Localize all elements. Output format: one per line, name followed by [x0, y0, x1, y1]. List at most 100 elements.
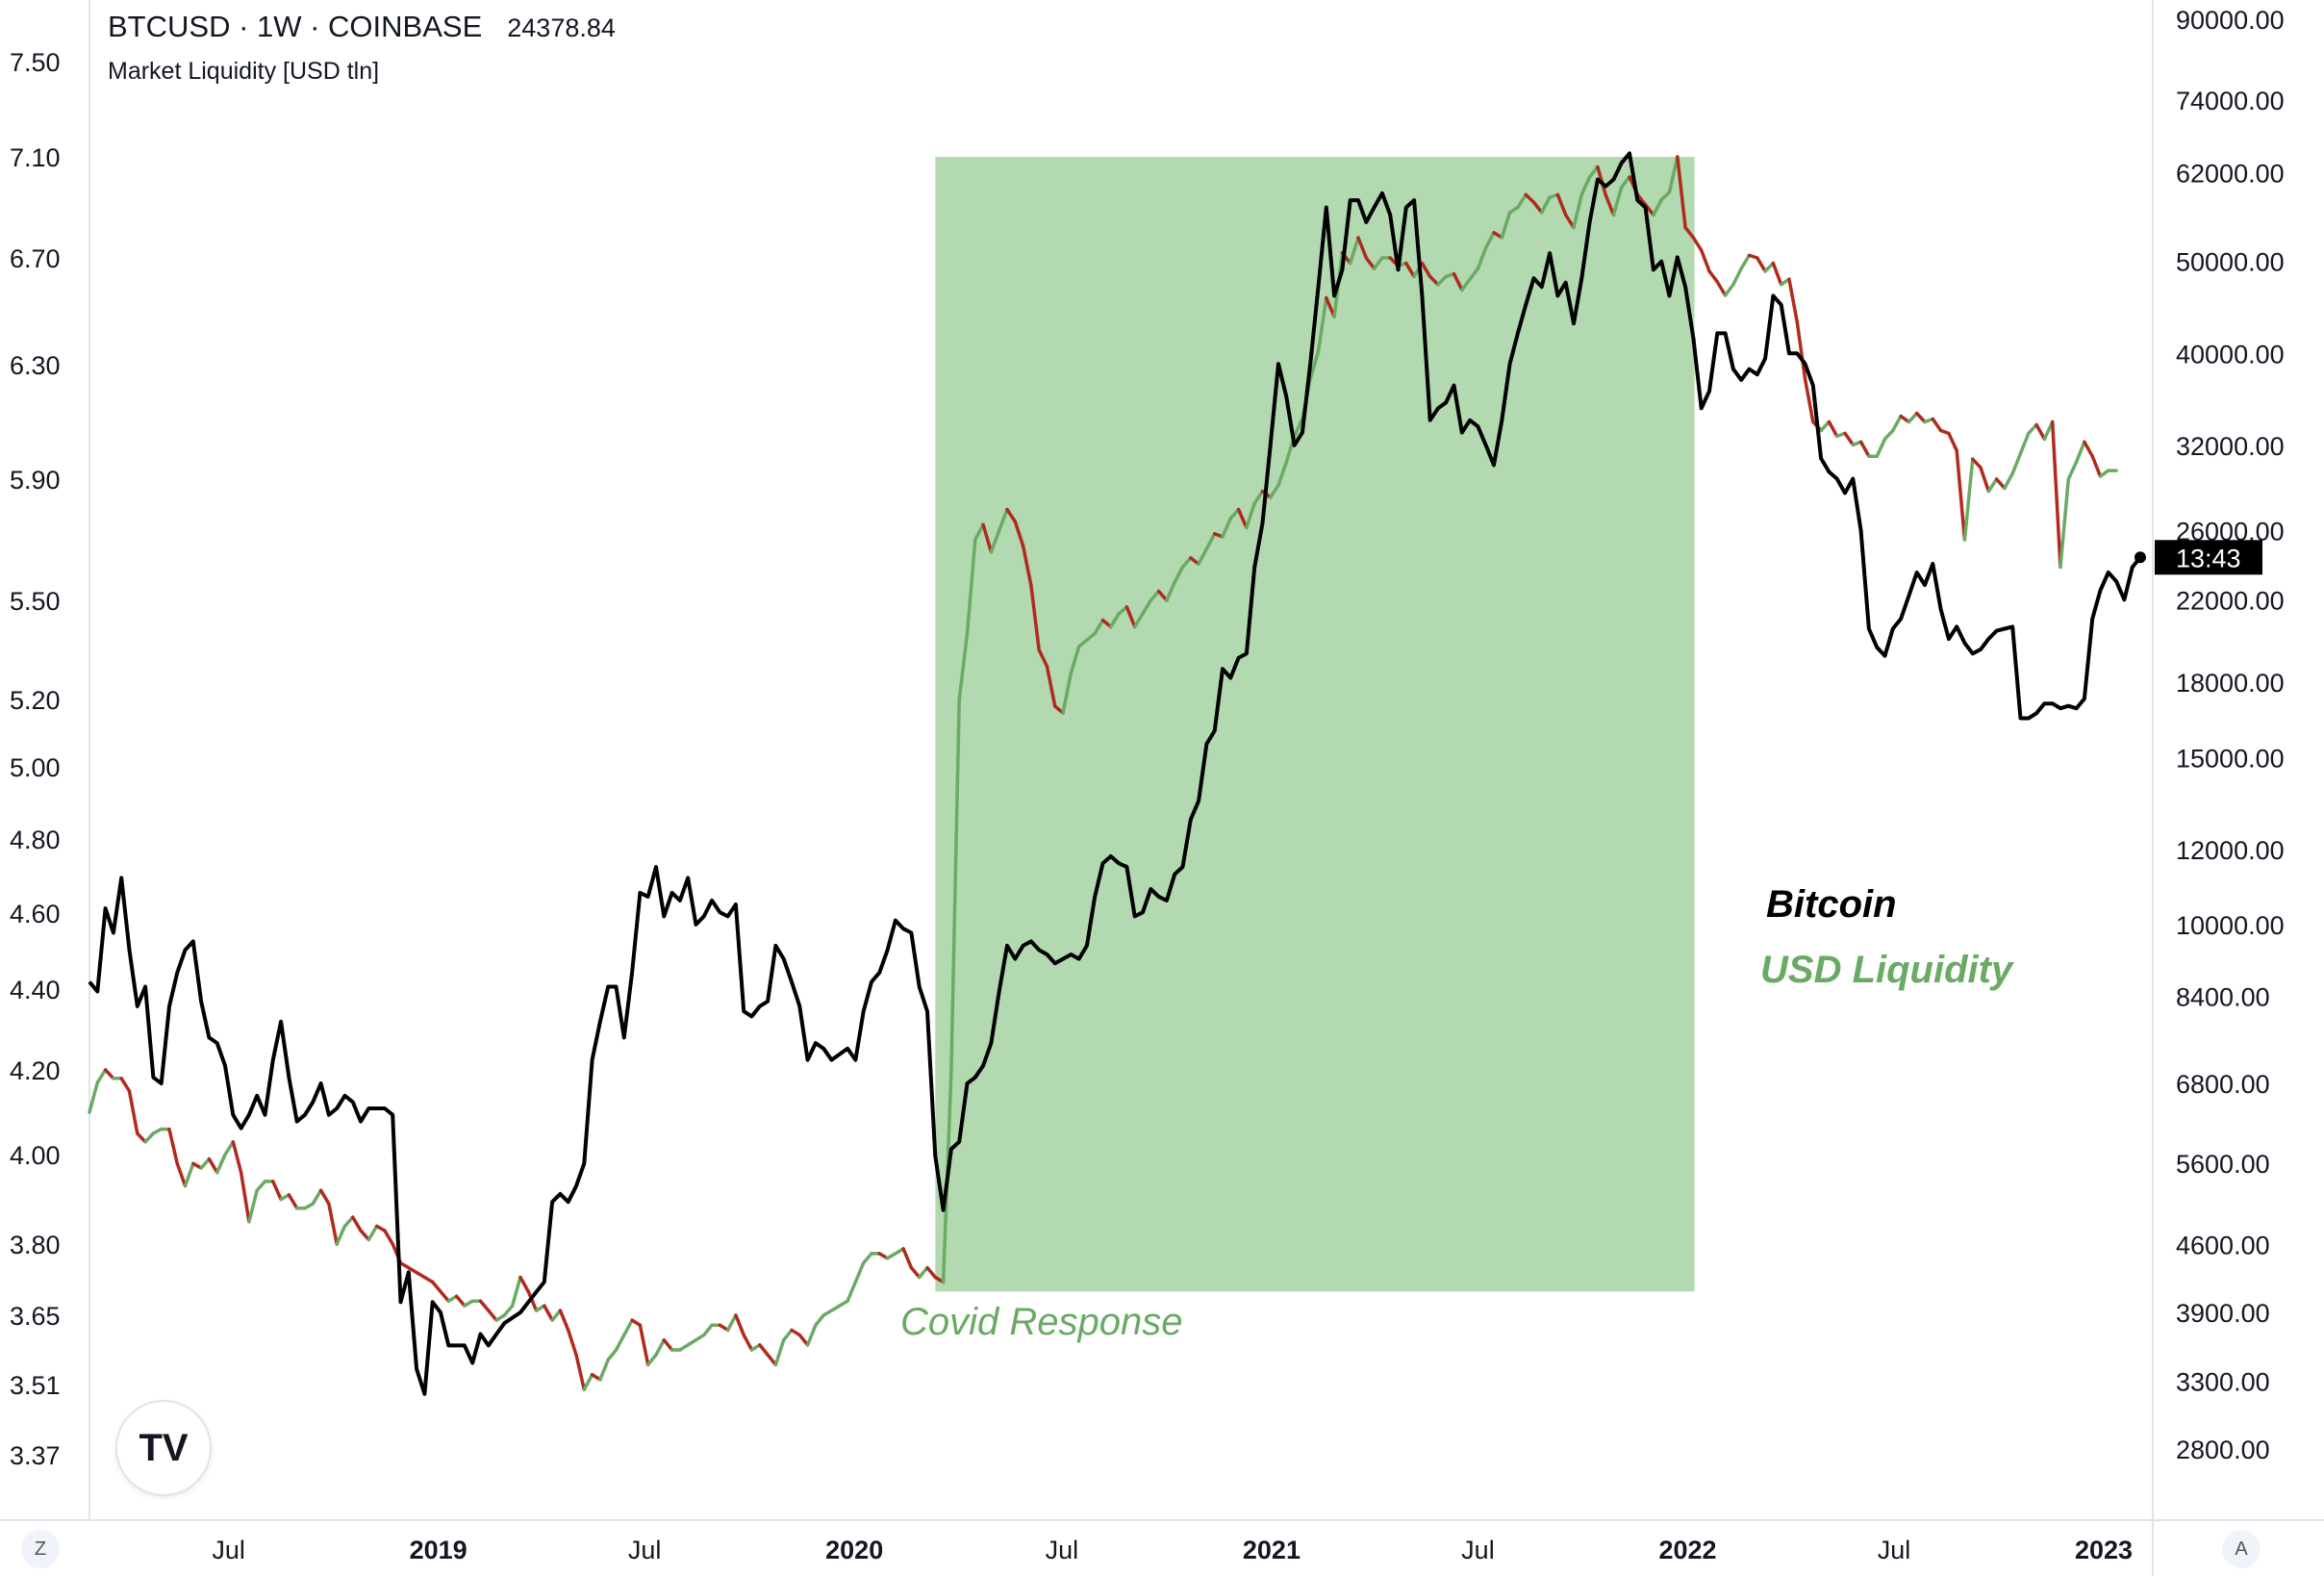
usd-liquidity-segment — [1404, 261, 1416, 279]
right-axis-tick-label: 22000.00 — [2176, 586, 2285, 615]
left-axis-tick-label: 4.20 — [10, 1056, 61, 1085]
symbol-info[interactable]: BTCUSD · 1W · COINBASE — [108, 10, 483, 43]
chart-legend[interactable]: BTCUSD · 1W · COINBASE 24378.84 Market Li… — [108, 10, 616, 86]
usd-liquidity-segment — [1173, 565, 1185, 584]
usd-liquidity-segment — [797, 1333, 810, 1347]
covid-response-region — [935, 157, 1695, 1292]
usd-liquidity-segment — [734, 1313, 745, 1337]
usd-liquidity-segment — [925, 1265, 938, 1280]
usd-liquidity-segment — [1268, 483, 1280, 499]
usd-liquidity-segment — [1427, 274, 1440, 287]
usd-liquidity-segment — [478, 1299, 491, 1312]
usd-liquidity-segment — [1579, 175, 1592, 197]
right-axis-tick-label: 74000.00 — [2176, 87, 2285, 115]
usd-liquidity-segment — [1149, 589, 1161, 602]
time-axis-tick-label: Jul — [1461, 1536, 1495, 1564]
usd-liquidity-segment — [981, 522, 994, 554]
symbol-legend-row[interactable]: BTCUSD · 1W · COINBASE 24378.84 — [108, 10, 616, 44]
last-price-value: 24378.84 — [507, 13, 616, 42]
usd-liquidity-segment — [1756, 256, 1767, 273]
left-axis-tick-label: 7.50 — [10, 48, 61, 77]
time-axis[interactable]: Jul 2019 Jul 2020 Jul 2021 Jul 2022 Jul 2023 — [212, 1536, 2133, 1564]
usd-liquidity-segment — [1476, 245, 1488, 270]
usd-liquidity-segment — [1795, 319, 1807, 381]
right-axis-tick-label: 62000.00 — [2176, 160, 2285, 189]
usd-liquidity-segment — [1587, 165, 1600, 179]
usd-liquidity-segment — [1540, 195, 1552, 215]
usd-liquidity-segment — [957, 631, 970, 701]
usd-liquidity-segment — [1460, 277, 1472, 292]
usd-liquidity-segment — [183, 1161, 195, 1188]
usd-liquidity-segment — [805, 1323, 818, 1347]
usd-liquidity-segment — [1731, 267, 1743, 287]
time-axis-tick-label: 2020 — [825, 1536, 883, 1564]
right-axis-tick-label: 12000.00 — [2176, 836, 2285, 865]
usd-liquidity-segment — [1124, 605, 1137, 629]
usd-liquidity-segment — [662, 1337, 674, 1352]
usd-liquidity-segment — [781, 1328, 794, 1342]
price-badge-text: 13:43 — [2176, 544, 2241, 572]
time-axis-tick-label: 2023 — [2075, 1536, 2133, 1564]
time-axis-tick-label: Jul — [212, 1536, 245, 1564]
usd-liquidity-segment — [2083, 440, 2094, 458]
usd-liquidity-segment — [1691, 236, 1704, 252]
highlight-layer — [935, 157, 1695, 1292]
usd-liquidity-segment — [1962, 457, 1975, 542]
tradingview-logo-icon[interactable]: TV — [115, 1400, 212, 1496]
usd-liquidity-segment — [1483, 231, 1496, 250]
usd-liquidity-segment — [1069, 645, 1081, 675]
usd-liquidity-segment — [199, 1157, 212, 1170]
usd-liquidity-segment — [1891, 414, 1903, 433]
left-axis-tick-label: 5.20 — [10, 686, 61, 715]
bitcoin-line — [88, 151, 2142, 1396]
covid-response-annotation: Covid Response — [900, 1301, 1183, 1343]
usd-liquidity-segment — [1907, 411, 1919, 424]
right-axis[interactable]: 90000.00 74000.00 62000.00 50000.00 40000.00… — [2176, 6, 2285, 1464]
usd-liquidity-segment — [566, 1328, 578, 1357]
usd-liquidity-segment — [1452, 271, 1464, 292]
usd-liquidity-segment — [725, 1313, 738, 1333]
usd-liquidity-segment — [558, 1309, 570, 1333]
usd-liquidity-segment — [1931, 417, 1943, 433]
usd-liquidity-segment — [454, 1294, 467, 1308]
usd-liquidity-segment — [1683, 225, 1696, 240]
usd-liquidity-segment — [1914, 411, 1927, 424]
left-axis-tick-label: 4.00 — [10, 1141, 61, 1170]
usd-liquidity-segment — [1986, 477, 1999, 494]
usd-liquidity-segment — [359, 1229, 371, 1242]
usd-liquidity-segment — [1843, 431, 1856, 447]
usd-liquidity-segment — [510, 1275, 522, 1308]
usd-liquidity-segment — [1245, 501, 1256, 530]
usd-liquidity-segment — [1356, 236, 1369, 260]
usd-liquidity-segment — [287, 1193, 299, 1210]
usd-liquidity-segment — [1563, 213, 1576, 230]
auto-scale-button[interactable]: A — [2222, 1530, 2261, 1568]
usd-liquidity-segment — [1882, 428, 1895, 442]
usd-liquidity-segment — [2018, 431, 2031, 455]
usd-liquidity-segment — [1348, 236, 1360, 266]
left-axis-tick-label: 4.80 — [10, 826, 61, 854]
usd-liquidity-segment — [1611, 185, 1624, 217]
usd-liquidity-segment — [1180, 556, 1193, 570]
right-axis-tick-label: 2800.00 — [2176, 1436, 2270, 1464]
usd-liquidity-segment — [1252, 489, 1265, 505]
usd-liquidity-segment — [327, 1202, 339, 1246]
time-axis-tick-label: 2022 — [1658, 1536, 1716, 1564]
zoom-reset-button[interactable]: Z — [21, 1530, 60, 1568]
usd-liquidity-segment — [645, 1353, 658, 1367]
left-axis[interactable]: 7.50 7.10 6.70 6.30 5.90 5.50 5.20 5.00 4.80 4.60… — [10, 48, 61, 1470]
usd-liquidity-segment — [2059, 477, 2071, 570]
usd-liquidity-segment — [1436, 274, 1448, 287]
usd-liquidity-segment — [271, 1180, 283, 1202]
usd-liquidity-segment — [502, 1304, 515, 1317]
usd-liquidity-segment — [2003, 471, 2014, 491]
usd-liquidity-segment — [1500, 211, 1512, 240]
usd-liquidity-segment — [1292, 417, 1304, 439]
usd-liquidity-segment — [119, 1077, 132, 1093]
usd-liquidity-segment — [543, 1304, 554, 1322]
left-axis-tick-label: 3.51 — [10, 1371, 61, 1400]
usd-liquidity-segment — [997, 507, 1009, 533]
left-axis-tick-label: 3.80 — [10, 1231, 61, 1259]
indicator-title[interactable]: Market Liquidity [USD tln] — [108, 58, 380, 85]
